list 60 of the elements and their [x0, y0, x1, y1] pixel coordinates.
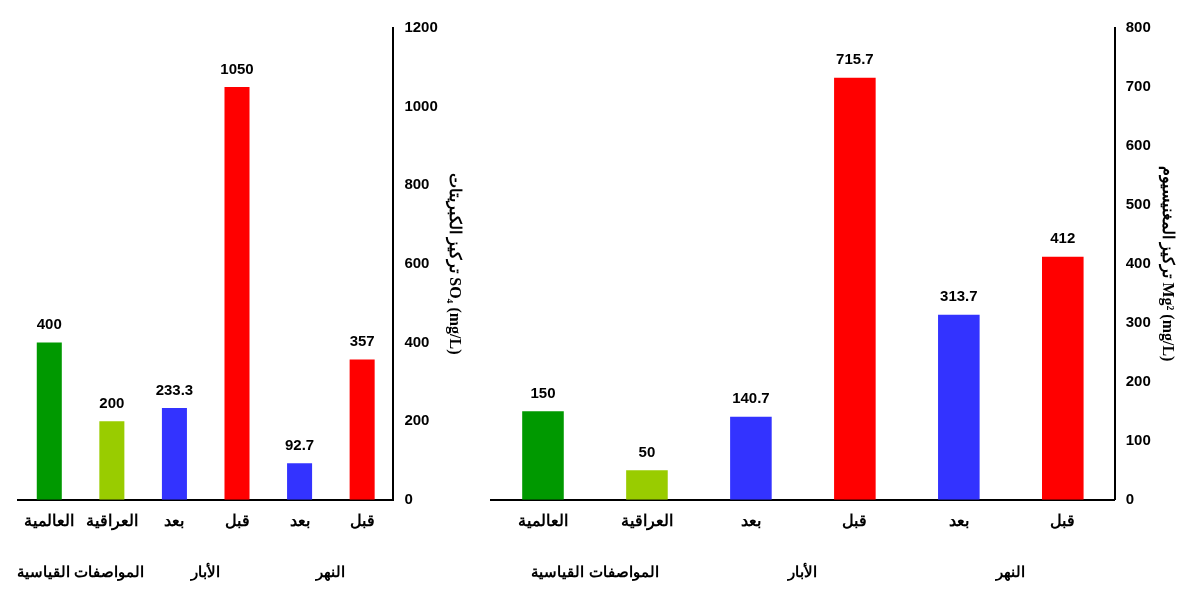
text: المواصفات القياسية [16, 563, 145, 582]
y-tick-label: 500 [1125, 195, 1151, 213]
x-tick-label: العراقية [620, 511, 673, 531]
y-tick-label: 800 [1125, 18, 1151, 36]
bar [99, 421, 125, 500]
text: المواصفات القياسية [531, 563, 659, 582]
bar [834, 77, 876, 500]
x-tick-label: العراقية [85, 511, 138, 531]
text: النهر [315, 563, 346, 582]
data-label: 200 [99, 393, 125, 411]
y-tick-label: 400 [1125, 254, 1151, 272]
data-label: 233.3 [155, 380, 194, 398]
y-tick-label: 0 [1125, 489, 1135, 507]
y-tick-label: 300 [1125, 313, 1151, 331]
x-tick-label: قبل [842, 511, 868, 529]
data-label: 412 [1050, 229, 1076, 247]
text: النهر [995, 563, 1026, 582]
text: الأبار [190, 562, 221, 582]
x-tick-label: بعد [164, 511, 185, 529]
y-tick-label: 700 [1125, 77, 1151, 95]
data-label: 1050 [220, 59, 254, 77]
y-tick-label: 0 [404, 489, 413, 507]
bar [161, 408, 187, 500]
x-tick-label: قبل [1050, 511, 1076, 529]
y-tick-label: 800 [404, 175, 430, 193]
data-label: 715.7 [836, 50, 874, 68]
x-tick-label: العالمية [24, 511, 75, 529]
bar [287, 463, 313, 500]
y-tick-label: 600 [404, 254, 430, 272]
x-tick-label: قبل [224, 511, 250, 529]
x-tick-label: بعد [289, 511, 310, 529]
bar [938, 314, 980, 500]
bar [730, 416, 772, 500]
data-label: 150 [530, 383, 556, 401]
data-label: 313.7 [940, 287, 978, 305]
text: الأبار [787, 562, 818, 582]
y-tick-label: 1000 [404, 96, 438, 114]
x-tick-label: العالمية [517, 511, 568, 529]
y-tick-label: 200 [404, 411, 430, 429]
y-tick-label: 400 [404, 332, 430, 350]
x-tick-label: بعد [740, 511, 761, 529]
x-tick-label: قبل [349, 511, 375, 529]
bar [522, 411, 564, 500]
bar [626, 470, 668, 500]
bar [36, 342, 62, 500]
x-tick-label: بعد [948, 511, 969, 529]
y-tick-label: 100 [1125, 430, 1151, 448]
y-tick-label: 200 [1125, 371, 1151, 389]
data-label: 92.7 [284, 435, 315, 453]
data-label: 357 [349, 332, 375, 350]
data-label: 400 [36, 315, 62, 333]
y-tick-label: 600 [1125, 136, 1151, 154]
bar [349, 359, 375, 500]
bar [1042, 256, 1084, 500]
y-axis-title: تركيز الكبريتات SO₄ (mg/L) [445, 173, 465, 355]
y-tick-label: 1200 [404, 18, 438, 36]
data-label: 50 [638, 442, 656, 460]
bar [224, 86, 250, 500]
data-label: 140.7 [732, 389, 770, 407]
y-axis-title: تركيز المغنيسيوم Mg² (mg/L) [1158, 166, 1178, 362]
